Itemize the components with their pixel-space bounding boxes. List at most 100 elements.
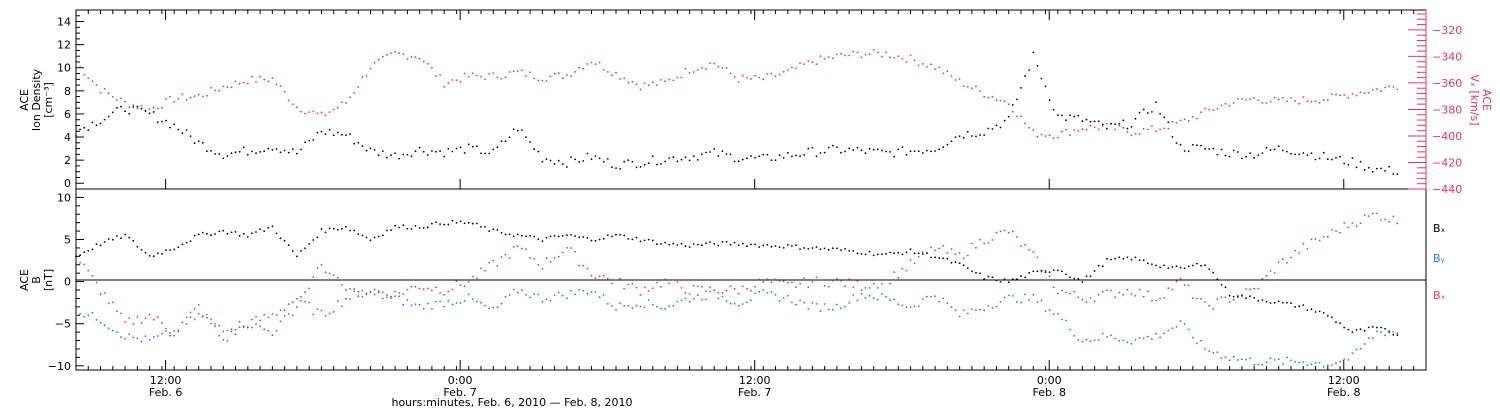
vx-point bbox=[852, 50, 855, 53]
bx-point bbox=[1298, 305, 1301, 308]
vx-point bbox=[116, 99, 118, 101]
bz-point bbox=[1065, 291, 1067, 294]
top-right-ylabel: ACE Vₓ [km/s] bbox=[1468, 74, 1493, 125]
density-point bbox=[680, 158, 683, 161]
density-point bbox=[606, 158, 609, 160]
vx-point bbox=[189, 96, 192, 99]
density-point bbox=[1179, 143, 1182, 146]
density-point bbox=[831, 144, 834, 147]
vx-point bbox=[1196, 117, 1198, 120]
bx-point bbox=[177, 246, 180, 249]
density-point bbox=[1347, 164, 1350, 166]
vx-point bbox=[946, 70, 949, 72]
density-point bbox=[1191, 143, 1194, 146]
bx-point bbox=[316, 236, 319, 239]
bz-point bbox=[492, 259, 495, 262]
bx-point bbox=[672, 242, 675, 245]
by-point bbox=[606, 302, 609, 305]
bz-point bbox=[373, 288, 376, 291]
density-point bbox=[1093, 120, 1096, 123]
bx-point bbox=[627, 238, 630, 240]
bz-point bbox=[1326, 235, 1329, 238]
vx-point bbox=[782, 70, 785, 73]
vx-point bbox=[848, 54, 851, 57]
density-point bbox=[1326, 158, 1329, 161]
by-point bbox=[1085, 338, 1088, 341]
vx-point bbox=[979, 90, 981, 92]
density-point bbox=[537, 150, 540, 153]
by-point bbox=[602, 294, 605, 296]
density-point bbox=[1040, 77, 1043, 80]
bz-point bbox=[512, 246, 515, 248]
bx-point bbox=[426, 226, 429, 229]
density-point bbox=[733, 160, 736, 163]
density-point bbox=[459, 146, 462, 149]
bx-point bbox=[189, 240, 192, 243]
bz-point bbox=[521, 247, 523, 250]
by-point bbox=[983, 309, 986, 311]
bz-point bbox=[537, 263, 540, 266]
bz-point bbox=[1241, 295, 1243, 298]
bz-point bbox=[508, 257, 511, 259]
by-point bbox=[242, 326, 245, 329]
bz-point bbox=[684, 292, 687, 294]
density-point bbox=[1142, 108, 1145, 111]
density-point bbox=[1208, 148, 1211, 150]
density-point bbox=[791, 155, 793, 158]
density-point bbox=[725, 153, 728, 155]
by-point bbox=[300, 300, 302, 302]
density-point bbox=[921, 152, 924, 154]
vx-point bbox=[99, 92, 102, 94]
density-point bbox=[1061, 114, 1063, 117]
by-point bbox=[754, 292, 756, 295]
bx-point bbox=[750, 243, 752, 246]
by-point bbox=[668, 305, 671, 307]
density-point bbox=[516, 129, 519, 132]
by-point bbox=[218, 324, 221, 327]
density-point bbox=[1232, 149, 1235, 152]
by-point bbox=[590, 291, 593, 293]
vx-point bbox=[1081, 128, 1084, 131]
by-point bbox=[897, 303, 900, 306]
bx-point bbox=[819, 248, 822, 251]
density-point bbox=[893, 155, 896, 158]
by-point bbox=[1007, 294, 1010, 297]
vx-point bbox=[688, 72, 691, 74]
bz-point bbox=[856, 280, 859, 282]
by-point bbox=[1241, 358, 1243, 361]
by-point bbox=[819, 310, 822, 312]
by-point bbox=[525, 294, 527, 296]
bz-point bbox=[177, 329, 180, 331]
bx-point bbox=[251, 232, 253, 235]
vx-point bbox=[390, 52, 392, 54]
bx-point bbox=[561, 235, 564, 237]
vx-point bbox=[1065, 128, 1067, 131]
bz-point bbox=[827, 285, 830, 288]
by-point bbox=[132, 336, 135, 339]
bx-point bbox=[91, 248, 94, 251]
vx-point bbox=[1007, 103, 1010, 106]
density-point bbox=[316, 131, 319, 134]
density-point bbox=[259, 151, 261, 153]
by-point bbox=[750, 299, 752, 302]
bz-point bbox=[844, 285, 846, 288]
bx-point bbox=[1355, 329, 1358, 331]
vx-point bbox=[304, 112, 306, 115]
bx-point bbox=[664, 241, 666, 244]
density-point bbox=[402, 153, 405, 156]
vx-point bbox=[406, 58, 409, 60]
bz-point bbox=[267, 316, 270, 319]
vx-point bbox=[786, 69, 789, 71]
vx-point bbox=[590, 61, 593, 64]
density-point bbox=[1265, 146, 1268, 149]
density-point bbox=[856, 146, 859, 149]
by-point bbox=[962, 309, 965, 311]
vx-point bbox=[185, 99, 188, 101]
xtick-date-label: Feb. 6 bbox=[149, 386, 182, 399]
vx-point bbox=[971, 87, 973, 90]
by-point bbox=[1371, 337, 1374, 339]
bx-point bbox=[402, 224, 405, 227]
bx-point bbox=[590, 239, 593, 242]
bx-point bbox=[169, 249, 172, 251]
bx-point bbox=[394, 224, 396, 227]
